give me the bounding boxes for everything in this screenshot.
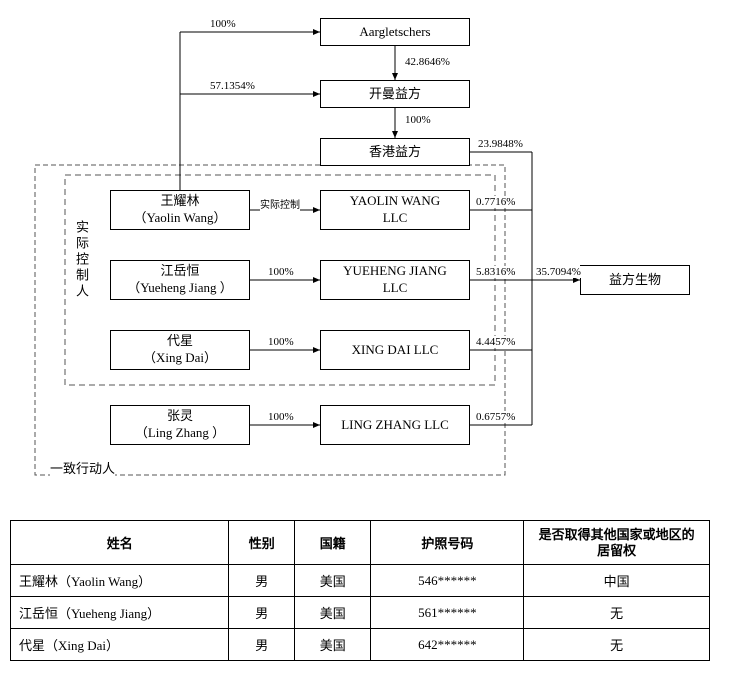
ownership-diagram: Aargletschers 开曼益方 香港益方 王耀林 （Yaolin Wang… [10,10,724,510]
node-label: 王耀林 [160,193,199,210]
node-kaiman: 开曼益方 [320,80,470,108]
actual-controller-label: 实际控制人 [72,220,91,300]
table-cell: 美国 [294,597,370,629]
table-cell: 无 [524,629,710,661]
lbl-wang-llc-edge: 实际控制 [260,196,300,211]
pct-kaiman-hk: 100% [405,114,431,126]
node-label: LING ZHANG LLC [341,417,449,434]
th-passport: 护照号码 [371,521,524,565]
table-cell: 男 [229,629,295,661]
node-dai-llc: XING DAI LLC [320,330,470,370]
table-row: 江岳恒（Yueheng Jiang）男美国561******无 [11,597,710,629]
pct-zhang-llc-out: 0.6757% [476,411,515,423]
table-cell: 男 [229,565,295,597]
table-cell: 美国 [294,565,370,597]
node-wang-llc: YAOLIN WANG LLC [320,190,470,230]
node-label: XING DAI LLC [352,342,439,359]
node-label: 益方生物 [609,272,661,289]
pct-wang-llc-out: 0.7716% [476,196,515,208]
pct-hk-yifang: 23.9848% [478,138,523,150]
table-cell: 无 [524,597,710,629]
pct-bus-yifang: 35.7094% [536,266,581,278]
node-jiang-llc: YUEHENG JIANG LLC [320,260,470,300]
node-label: 代星 [167,333,193,350]
lbl-jiang-llc-edge: 100% [268,266,294,278]
node-label: （Xing Dai） [143,350,217,367]
node-label: YUEHENG JIANG [343,263,447,280]
node-label: YAOLIN WANG [350,193,440,210]
pct-aar-kaiman: 42.8646% [405,56,450,68]
node-label: LLC [383,210,408,227]
node-yifang: 益方生物 [580,265,690,295]
table-cell: 546****** [371,565,524,597]
th-name: 姓名 [11,521,229,565]
node-label: （Yueheng Jiang ） [127,280,232,297]
persons-table: 姓名 性别 国籍 护照号码 是否取得其他国家或地区的居留权 王耀林（Yaolin… [10,520,710,661]
table-row: 王耀林（Yaolin Wang）男美国546******中国 [11,565,710,597]
table-header-row: 姓名 性别 国籍 护照号码 是否取得其他国家或地区的居留权 [11,521,710,565]
lbl-zhang-llc-edge: 100% [268,411,294,423]
node-jiang-person: 江岳恒 （Yueheng Jiang ） [110,260,250,300]
node-label: Aargletschers [359,24,430,41]
table-row: 代星（Xing Dai）男美国642******无 [11,629,710,661]
th-gender: 性别 [229,521,295,565]
node-zhang-llc: LING ZHANG LLC [320,405,470,445]
th-residency: 是否取得其他国家或地区的居留权 [524,521,710,565]
pct-jiang-llc-out: 5.8316% [476,266,515,278]
node-label: （Yaolin Wang） [133,210,226,227]
pct-wang-aar: 100% [210,18,236,30]
pct-wang-kaiman: 57.1354% [210,80,255,92]
node-label: 香港益方 [369,144,421,161]
concert-label: 一致行动人 [50,458,115,477]
table-cell: 561****** [371,597,524,629]
pct-dai-llc-out: 4.4457% [476,336,515,348]
table-cell: 中国 [524,565,710,597]
node-wang-person: 王耀林 （Yaolin Wang） [110,190,250,230]
table-cell: 代星（Xing Dai） [11,629,229,661]
table-cell: 男 [229,597,295,629]
table-cell: 王耀林（Yaolin Wang） [11,565,229,597]
node-label: 张灵 [167,408,193,425]
table-cell: 江岳恒（Yueheng Jiang） [11,597,229,629]
node-dai-person: 代星 （Xing Dai） [110,330,250,370]
node-label: 开曼益方 [369,86,421,103]
node-hk: 香港益方 [320,138,470,166]
node-label: LLC [383,280,408,297]
node-aargletschers: Aargletschers [320,18,470,46]
table-cell: 642****** [371,629,524,661]
table-cell: 美国 [294,629,370,661]
node-label: 江岳恒 [160,263,199,280]
th-nationality: 国籍 [294,521,370,565]
node-zhang-person: 张灵 （Ling Zhang ） [110,405,250,445]
node-label: （Ling Zhang ） [135,425,225,442]
lbl-dai-llc-edge: 100% [268,336,294,348]
